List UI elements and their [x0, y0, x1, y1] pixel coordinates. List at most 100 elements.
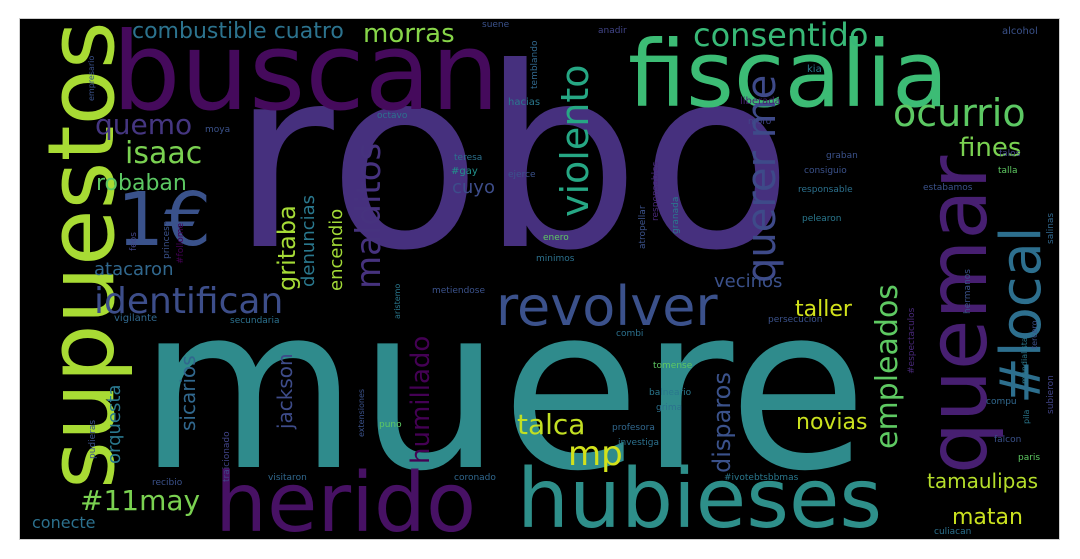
word-jackson: jackson — [273, 353, 297, 429]
word-investiga: investiga — [618, 438, 660, 448]
word-balneario: balneario — [649, 388, 692, 398]
word-fiscalia: fiscalia — [628, 21, 949, 128]
word-responsable: responsable — [798, 185, 853, 195]
word-identifican: identifican — [94, 281, 284, 322]
word-estabamos: estabamos — [923, 183, 973, 193]
word-espectaculos: #espectaculos — [907, 307, 917, 374]
word-disparos: disparos — [708, 372, 736, 473]
word-hermanos: hermanos — [963, 269, 973, 314]
word-subieron: subieron — [1046, 375, 1056, 414]
word-sicarios: sicarios — [176, 355, 200, 431]
word-pelearon: pelearon — [802, 214, 842, 224]
word-follome: #follome — [176, 222, 186, 264]
word-vecinos: vecinos — [714, 271, 783, 292]
word-consentido: consentido — [693, 19, 869, 54]
word-ivotebtsbbmas: #ivotebtsbbmas — [724, 473, 799, 483]
word-empresario: empresario — [87, 55, 96, 101]
word-isaac: isaac — [125, 136, 203, 171]
word-encendio: encendio — [326, 208, 347, 291]
word-culiacan: culiacan — [934, 527, 972, 537]
word-moro: moro — [748, 117, 772, 127]
word-pila: pila — [1022, 409, 1031, 424]
word-anadir: anadir — [598, 26, 627, 36]
word-robaban: robaban — [96, 171, 187, 196]
word-paris: paris — [1018, 453, 1041, 463]
word-hubieses: hubieses — [517, 452, 883, 540]
word-hacias: hacias — [508, 97, 541, 108]
word-extensiones: extensiones — [357, 388, 366, 437]
word-princesa: princesa — [162, 220, 172, 259]
word-grima: grima — [656, 403, 683, 413]
word-euro: 1€ — [117, 177, 212, 263]
word-profesora: profesora — [612, 423, 655, 433]
word-feos: feos — [129, 232, 139, 251]
word-taller: taller — [795, 297, 852, 322]
word-octavo: octavo — [377, 111, 408, 121]
word-combi: combi — [616, 329, 644, 339]
word-teresa: teresa — [454, 153, 483, 163]
word-aristemo: aristemo — [393, 283, 402, 319]
word-ejerce: ejerce — [508, 170, 536, 180]
word-puno: puno — [379, 420, 402, 430]
word-traicionado: traicionado — [222, 431, 232, 482]
word-mp: mp — [568, 434, 623, 474]
word-cuyo: cuyo — [452, 177, 495, 198]
word-quemar: quemar — [911, 155, 1006, 474]
word-graban: graban — [826, 151, 858, 161]
wordcloud-canvas: robo muere buscan fiscalia supuestos her… — [20, 19, 1059, 539]
word-granada: granada — [671, 196, 681, 234]
word-temblando: temblando — [530, 40, 540, 90]
word-salinas: salinas — [1046, 212, 1056, 244]
word-combustible-cuatro: combustible cuatro — [132, 19, 344, 44]
word-buscan: buscan — [112, 19, 500, 135]
word-revolver: revolver — [496, 275, 718, 338]
word-pudieras: pudieras — [88, 419, 98, 459]
word-atacaron: atacaron — [94, 259, 174, 280]
word-persecucion: persecucion — [768, 315, 823, 325]
word-responsables: responsables — [651, 161, 661, 221]
word-malditos: malditos — [349, 142, 389, 289]
word-talca: talca — [517, 408, 586, 441]
word-quemo: quemo — [95, 108, 193, 141]
word-alcohol: alcohol — [1002, 26, 1038, 37]
word-gritaba: gritaba — [273, 205, 301, 291]
word-falcon: falcon — [994, 435, 1022, 445]
word-novias: novias — [796, 410, 868, 435]
word-talla: talla — [998, 166, 1018, 176]
word-humillado: humillado — [406, 335, 436, 464]
word-robo: robo — [231, 19, 793, 305]
word-moya: moya — [205, 125, 231, 135]
word-mundialista: mundialista — [1020, 337, 1029, 384]
word-fines: fines — [959, 133, 1022, 163]
word-gay: #gay — [451, 166, 478, 177]
word-kia: kia — [807, 64, 822, 75]
word-secundaria: secundaria — [230, 316, 280, 326]
word-minimos: minimos — [536, 254, 575, 264]
word-falos: falos — [999, 149, 1021, 159]
word-tomense: tomense — [653, 361, 693, 371]
word-violento: violento — [553, 64, 597, 217]
word-tercero: tercero — [1030, 320, 1039, 350]
word-muere: muere — [138, 258, 868, 521]
word-atropellar: atropellar — [638, 205, 648, 249]
word-11may: #11may — [80, 484, 201, 517]
word-visitaron: visitaron — [268, 473, 307, 483]
word-empleados: empleados — [870, 284, 905, 449]
word-consiguio: consiguio — [804, 166, 847, 176]
word-enero: enero — [543, 233, 569, 243]
word-morras: morras — [363, 19, 455, 49]
word-conecte: conecte — [32, 513, 96, 532]
word-compu: compu — [986, 397, 1017, 407]
word-vigilante: vigilante — [114, 313, 158, 324]
word-suene: suene — [482, 20, 510, 30]
word-coronado: coronado — [454, 473, 496, 483]
word-denuncias: denuncias — [298, 194, 319, 287]
word-tamaulipas: tamaulipas — [927, 469, 1038, 493]
word-recibio: recibio — [152, 478, 183, 488]
word-matan: matan — [952, 505, 1023, 530]
word-liberada: liberada — [740, 96, 781, 107]
word-herido: herido — [215, 456, 477, 540]
word-metiendose: metiendose — [432, 286, 486, 296]
word-ocurrio: ocurrio — [893, 91, 1026, 135]
word-orquesta: orquesta — [104, 384, 125, 464]
